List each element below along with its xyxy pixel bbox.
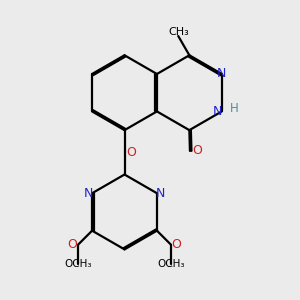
Text: OCH₃: OCH₃ (157, 259, 184, 269)
Text: O: O (192, 144, 202, 158)
Text: N: N (217, 68, 226, 80)
Text: O: O (171, 238, 181, 251)
Text: N: N (84, 187, 93, 200)
Text: O: O (68, 238, 78, 251)
Text: methoxy: methoxy (168, 266, 174, 267)
Text: O: O (127, 146, 136, 159)
Text: N: N (212, 105, 222, 118)
Text: N: N (156, 187, 165, 200)
Text: CH₃: CH₃ (168, 27, 189, 37)
Text: H: H (230, 102, 239, 115)
Text: OCH₃: OCH₃ (64, 259, 92, 269)
